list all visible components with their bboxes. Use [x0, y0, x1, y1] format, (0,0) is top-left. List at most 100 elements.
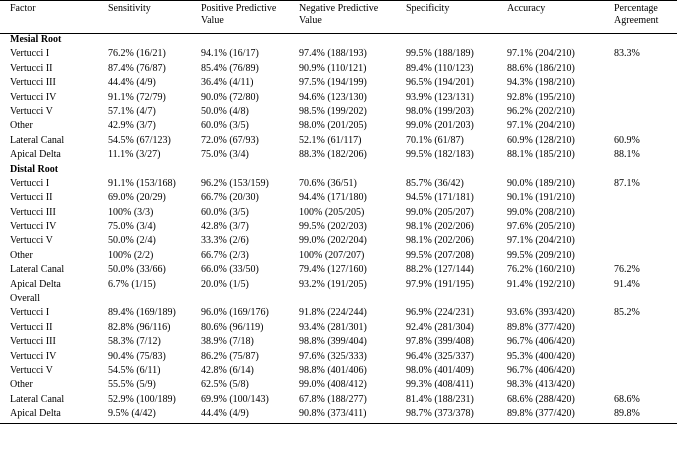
- table-row: Vertucci III 58.3% (7/12) 38.9% (7/18) 98.8…: [0, 336, 677, 350]
- table-row: Other 42.9% (3/7) 60.0% (3/5) 98.0% (201/20…: [0, 120, 677, 134]
- accuracy-cell: 92.8% (195/210): [507, 91, 575, 103]
- agreement-cell: [606, 379, 677, 393]
- specificity-cell: 89.4% (110/123): [406, 62, 474, 74]
- agreement-cell: [606, 92, 677, 106]
- agreement-cell: [606, 207, 677, 221]
- agreement-cell: [606, 351, 677, 365]
- accuracy-cell: 98.3% (413/420): [507, 379, 575, 391]
- section-header-row: Distal Root: [0, 164, 677, 178]
- specificity-cell: 85.7% (36/42): [406, 177, 464, 189]
- npv-cell: 93.4% (281/301): [299, 321, 367, 333]
- specificity-cell: 98.0% (401/409): [406, 364, 474, 376]
- sensitivity-cell: 69.0% (20/29): [108, 192, 166, 204]
- agreement-cell: [606, 192, 677, 206]
- specificity-cell: 92.4% (281/304): [406, 321, 474, 333]
- table-row: Vertucci II 82.8% (96/116) 80.6% (96/119) 9…: [0, 322, 677, 336]
- ppv-cell: 66.7% (2/3): [201, 249, 249, 261]
- agreement-cell: [606, 322, 677, 336]
- factor-cell: Vertucci V: [10, 235, 53, 247]
- agreement-cell: 60.9%: [614, 134, 640, 146]
- sensitivity-cell: 9.5% (4/42): [108, 408, 156, 420]
- accuracy-cell: 93.6% (393/420): [507, 307, 575, 319]
- accuracy-cell: 88.6% (186/210): [507, 62, 575, 74]
- ppv-cell: 50.0% (4/8): [201, 105, 249, 117]
- table-row: Vertucci III 100% (3/3) 60.0% (3/5) 100% (2…: [0, 207, 677, 221]
- table-row: Apical Delta 11.1% (3/27) 75.0% (3/4) 88.3%…: [0, 149, 677, 163]
- factor-cell: Apical Delta: [10, 278, 61, 290]
- agreement-cell: 76.2%: [614, 264, 640, 276]
- specificity-cell: 93.9% (123/131): [406, 91, 474, 103]
- ppv-cell: 60.0% (3/5): [201, 120, 249, 132]
- npv-cell: 97.6% (325/333): [299, 350, 367, 362]
- specificity-cell: 98.0% (199/203): [406, 105, 474, 117]
- specificity-cell: 98.1% (202/206): [406, 235, 474, 247]
- npv-cell: 88.3% (182/206): [299, 149, 367, 161]
- factor-cell: Apical Delta: [10, 408, 61, 420]
- factor-cell: Vertucci III: [10, 336, 56, 348]
- npv-cell: 67.8% (188/277): [299, 393, 367, 405]
- table-row: Other 55.5% (5/9) 62.5% (5/8) 99.0% (408/41…: [0, 379, 677, 393]
- factor-cell: Vertucci II: [10, 192, 53, 204]
- accuracy-cell: 99.0% (208/210): [507, 206, 575, 218]
- specificity-cell: 96.5% (194/201): [406, 77, 474, 89]
- agreement-cell: [606, 77, 677, 91]
- specificity-cell: 99.5% (182/183): [406, 149, 474, 161]
- header-factor: Factor: [10, 3, 36, 14]
- accuracy-cell: 96.2% (202/210): [507, 105, 575, 117]
- accuracy-cell: 91.4% (192/210): [507, 278, 575, 290]
- accuracy-cell: 89.8% (377/420): [507, 408, 575, 420]
- specificity-cell: 96.9% (224/231): [406, 307, 474, 319]
- accuracy-cell: 97.1% (204/210): [507, 48, 575, 60]
- factor-cell: Other: [10, 120, 33, 132]
- table-row: Lateral Canal 50.0% (33/66) 66.0% (33/50) 7…: [0, 264, 677, 278]
- header-percentage-agreement: Percentage Agreement: [614, 3, 659, 26]
- factor-cell: Apical Delta: [10, 149, 61, 161]
- factor-cell: Vertucci II: [10, 321, 53, 333]
- specificity-cell: 94.5% (171/181): [406, 192, 474, 204]
- npv-cell: 90.8% (373/411): [299, 408, 367, 420]
- npv-cell: 70.6% (36/51): [299, 177, 357, 189]
- accuracy-cell: 96.7% (406/420): [507, 364, 575, 376]
- header-npv: Negative Predictive Value: [299, 3, 379, 26]
- ppv-cell: 42.8% (6/14): [201, 364, 254, 376]
- header-specificity: Specificity: [406, 3, 450, 14]
- ppv-cell: 96.2% (153/159): [201, 177, 269, 189]
- accuracy-cell: 97.1% (204/210): [507, 235, 575, 247]
- table-row: Vertucci I 76.2% (16/21) 94.1% (16/17) 97.4…: [0, 48, 677, 62]
- sensitivity-cell: 52.9% (100/189): [108, 393, 176, 405]
- header-sensitivity: Sensitivity: [108, 3, 151, 14]
- ppv-cell: 85.4% (76/89): [201, 62, 259, 74]
- factor-cell: Lateral Canal: [10, 134, 65, 146]
- specificity-cell: 81.4% (188/231): [406, 393, 474, 405]
- ppv-cell: 36.4% (4/11): [201, 77, 254, 89]
- specificity-cell: 99.3% (408/411): [406, 379, 474, 391]
- sensitivity-cell: 44.4% (4/9): [108, 77, 156, 89]
- ppv-cell: 72.0% (67/93): [201, 134, 259, 146]
- npv-cell: 97.5% (194/199): [299, 77, 367, 89]
- table-body: Mesial Root Vertucci I 76.2% (16/21) 94.1% …: [0, 34, 677, 424]
- specificity-cell: 99.5% (207/208): [406, 249, 474, 261]
- table-row: Vertucci II 87.4% (76/87) 85.4% (76/89) 90.…: [0, 63, 677, 77]
- ppv-cell: 80.6% (96/119): [201, 321, 264, 333]
- factor-cell: Vertucci IV: [10, 221, 57, 233]
- table-row: Vertucci IV 75.0% (3/4) 42.8% (3/7) 99.5% (…: [0, 221, 677, 235]
- factor-cell: Vertucci II: [10, 62, 53, 74]
- sensitivity-cell: 57.1% (4/7): [108, 105, 156, 117]
- accuracy-cell: 88.1% (185/210): [507, 149, 575, 161]
- ppv-cell: 20.0% (1/5): [201, 278, 249, 290]
- specificity-cell: 99.5% (188/189): [406, 48, 474, 60]
- sensitivity-cell: 54.5% (67/123): [108, 134, 171, 146]
- agreement-cell: 83.3%: [614, 48, 640, 60]
- factor-cell: Vertucci I: [10, 177, 50, 189]
- sensitivity-cell: 11.1% (3/27): [108, 149, 161, 161]
- section-title: Overall: [10, 293, 40, 305]
- table-row: Other 100% (2/2) 66.7% (2/3) 100% (207/207)…: [0, 250, 677, 264]
- sensitivity-cell: 90.4% (75/83): [108, 350, 166, 362]
- specificity-cell: 88.2% (127/144): [406, 264, 474, 276]
- table-row: Vertucci V 54.5% (6/11) 42.8% (6/14) 98.8% …: [0, 365, 677, 379]
- accuracy-cell: 99.5% (209/210): [507, 249, 575, 261]
- agreement-cell: [606, 250, 677, 264]
- sensitivity-cell: 100% (3/3): [108, 206, 154, 218]
- accuracy-cell: 60.9% (128/210): [507, 134, 575, 146]
- ppv-cell: 94.1% (16/17): [201, 48, 259, 60]
